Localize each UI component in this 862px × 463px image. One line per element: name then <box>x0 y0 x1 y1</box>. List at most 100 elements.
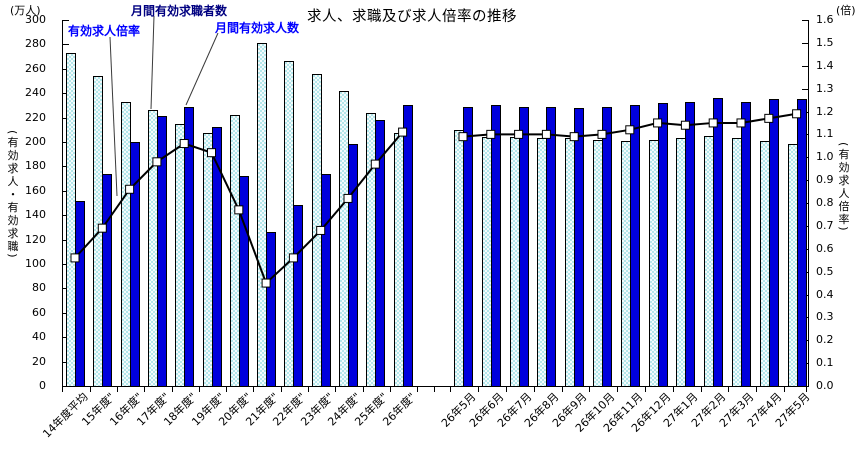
y-axis-label-right: 0.4 <box>816 287 834 301</box>
left-axis-title: (有効求人・有効求職) <box>6 130 19 260</box>
y-axis-label-right: 1.6 <box>816 13 834 26</box>
right-axis-unit-label: (倍) <box>836 4 856 17</box>
y-axis-label-right: 0.9 <box>816 173 834 187</box>
bar-openings <box>184 106 195 387</box>
y-axis-label-right: 1.4 <box>816 58 834 72</box>
y-axis-tick-left <box>62 337 69 339</box>
y-axis-label-left: 240 <box>25 86 46 100</box>
y-axis-label-right: 1.3 <box>816 81 834 95</box>
x-axis-tick <box>783 387 785 392</box>
y-axis-tick-left <box>62 361 69 363</box>
y-axis-tick-right <box>802 88 809 90</box>
y-axis-label-right: 0.0 <box>816 379 834 392</box>
y-axis-label-left: 160 <box>25 183 46 197</box>
bar-openings <box>602 106 612 387</box>
leader-line-seekers <box>150 15 155 110</box>
bar-openings <box>463 106 473 387</box>
x-axis-tick <box>728 387 730 392</box>
x-axis-tick <box>362 387 364 392</box>
x-axis-tick <box>62 387 64 392</box>
x-axis <box>62 386 809 387</box>
bar-openings <box>490 105 501 387</box>
left-axis-unit-label: (万人) <box>10 4 41 17</box>
x-axis-tick <box>308 387 309 392</box>
x-axis-tick <box>253 387 255 392</box>
right-axis-title: (有効求人倍率) <box>837 142 850 233</box>
bar-openings <box>629 105 640 387</box>
x-axis-tick <box>144 387 146 392</box>
bar-openings <box>685 101 696 387</box>
x-axis-tick <box>389 387 391 392</box>
y-axis-tick-left <box>62 312 69 314</box>
leader-line-ratio <box>109 36 118 197</box>
y-axis-tick-left <box>62 117 69 119</box>
y-axis-label-left: 140 <box>25 208 46 222</box>
x-axis-tick <box>335 387 337 392</box>
x-axis-tick <box>533 387 535 392</box>
bar-openings <box>713 98 724 387</box>
annotation-seekers: 月間有効求職者数 <box>131 4 228 18</box>
y-axis-label-left: 200 <box>25 135 46 148</box>
y-axis-label-right: 0.5 <box>816 264 834 278</box>
bar-openings <box>796 99 807 387</box>
y-axis-label-right: 0.8 <box>816 196 834 209</box>
bar-openings <box>75 200 85 387</box>
y-axis-label-left: 20 <box>32 354 46 368</box>
x-axis-tick <box>478 387 480 392</box>
chart-title: 求人、求職及び求人倍率の推移 <box>307 9 517 25</box>
y-axis-label-left: 120 <box>25 232 46 246</box>
y-axis-label-right: 0.7 <box>816 218 834 232</box>
bar-openings <box>156 116 167 387</box>
y-axis-tick-right <box>802 65 809 67</box>
bar-openings <box>657 102 668 387</box>
x-axis-tick <box>756 387 758 392</box>
y-axis-label-right: 1.5 <box>816 35 834 49</box>
y-axis-tick-left <box>62 93 69 95</box>
x-axis-tick <box>617 387 619 392</box>
y-axis-tick-left <box>62 142 69 143</box>
bar-openings <box>129 142 140 387</box>
bar-openings <box>102 173 113 387</box>
annotation-openings: 月間有効求人数 <box>215 21 300 35</box>
y-axis-label-right: 1.0 <box>816 150 834 164</box>
x-axis-tick <box>89 387 91 392</box>
y-axis-tick-left <box>62 166 69 168</box>
x-axis-tick <box>450 387 452 392</box>
bar-openings <box>546 106 557 387</box>
annotation-ratio: 有効求人倍率 <box>68 24 141 38</box>
x-axis-tick <box>226 387 228 392</box>
y-axis-label-left: 180 <box>25 159 46 173</box>
y-axis-label-right: 0.6 <box>816 241 834 255</box>
y-axis-tick-left <box>62 239 69 241</box>
x-axis-tick <box>561 387 563 392</box>
x-axis-tick <box>700 387 702 392</box>
y-axis-tick-left <box>62 68 69 70</box>
x-axis-tick <box>433 387 435 392</box>
x-axis-tick <box>644 387 646 392</box>
leader-line-openings <box>185 32 219 106</box>
y-axis-tick-left <box>62 20 69 21</box>
x-axis-tick <box>505 387 507 392</box>
y-axis-label-left: 60 <box>32 305 46 319</box>
y-axis-label-left: 0 <box>39 379 46 392</box>
bar-openings <box>320 173 331 387</box>
y-axis-label-left: 80 <box>32 281 46 295</box>
y-axis-label-right: 1.1 <box>816 127 834 141</box>
y-axis-tick-left <box>62 264 69 265</box>
x-axis-tick <box>198 387 200 392</box>
bar-openings <box>518 106 529 387</box>
y-axis-label-right: 0.3 <box>816 310 834 324</box>
y-axis-label-right: 1.2 <box>816 104 834 118</box>
x-axis-tick <box>589 387 591 392</box>
x-axis-tick <box>417 387 419 392</box>
x-axis-tick <box>672 387 674 392</box>
y-axis-tick-left <box>62 386 69 387</box>
bar-openings <box>375 120 386 387</box>
x-axis-tick <box>171 387 173 392</box>
bar-openings <box>293 205 304 387</box>
y-axis-label-left: 260 <box>25 61 46 75</box>
bar-openings <box>402 105 413 387</box>
bar-openings <box>211 127 222 387</box>
y-axis-tick-right <box>802 20 809 21</box>
